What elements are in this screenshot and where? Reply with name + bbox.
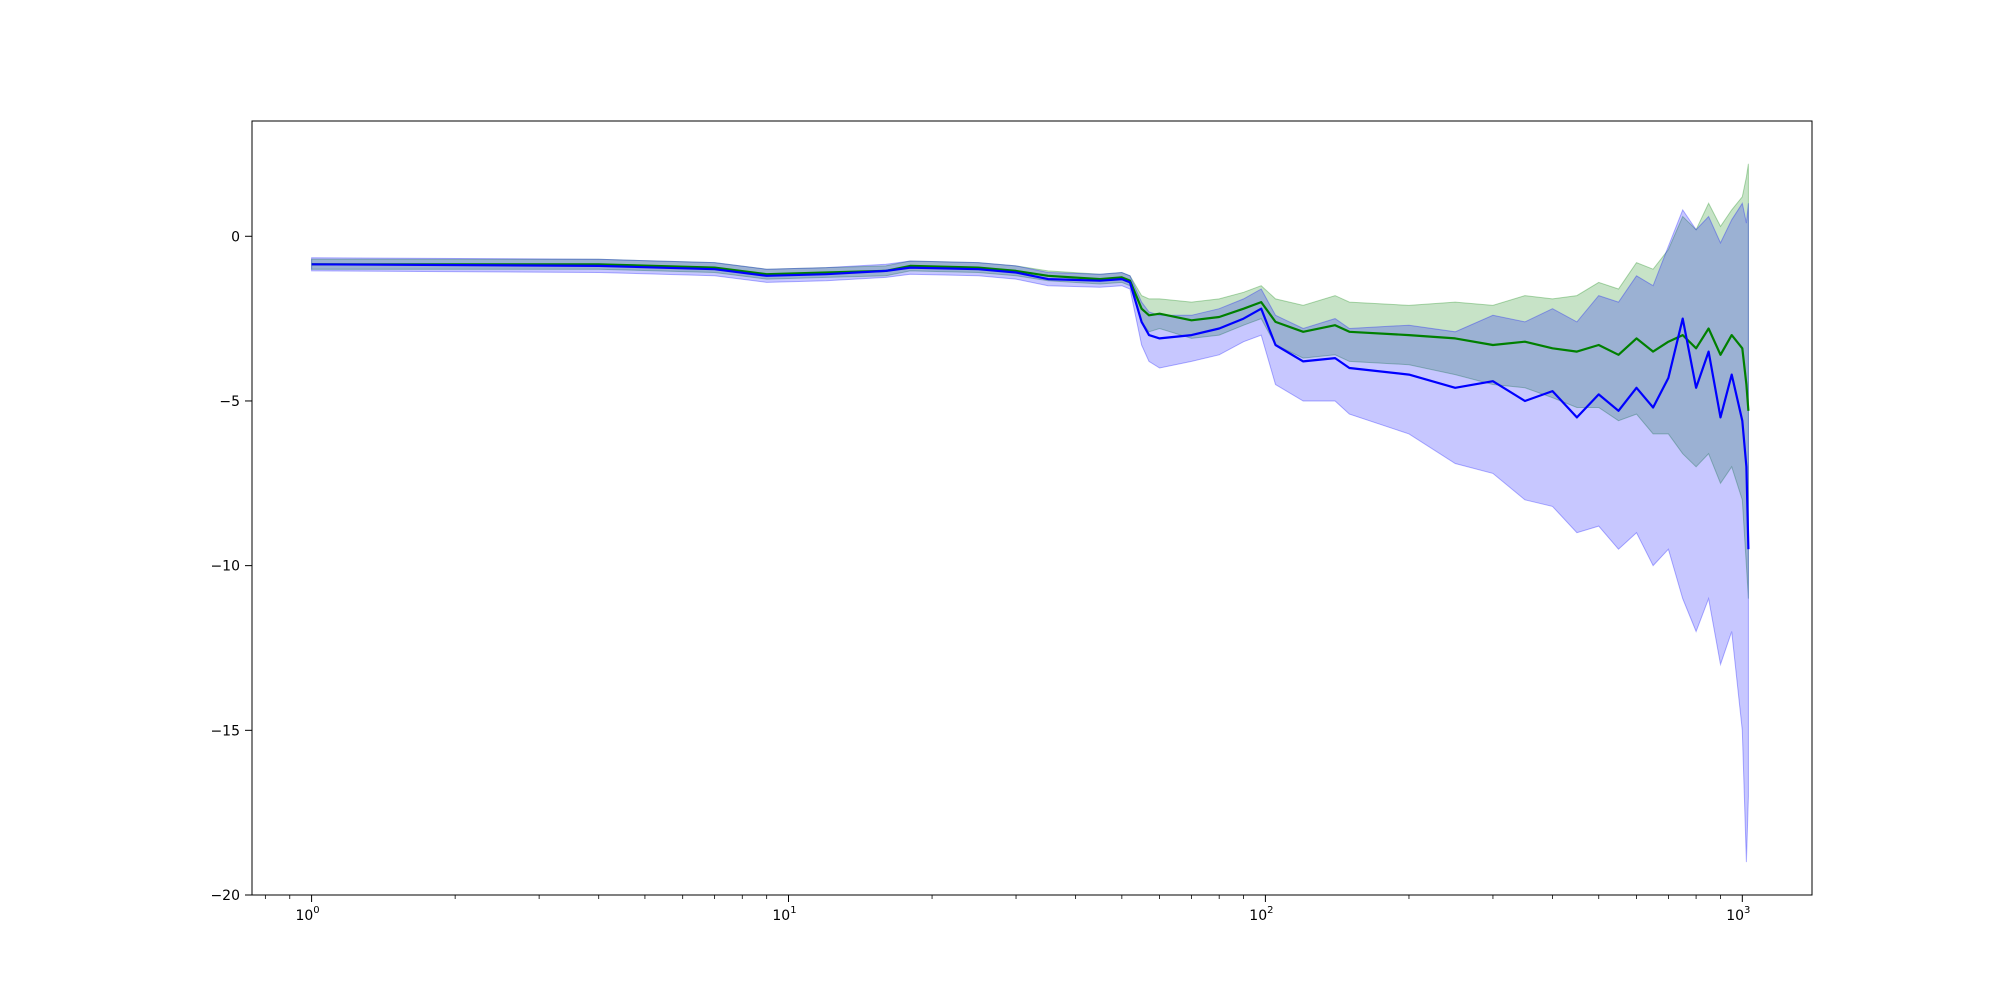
y-tick-label-1: −5 — [219, 394, 240, 410]
y-tick-label-2: −10 — [210, 559, 240, 575]
x-tick-label-0: 100 — [295, 905, 319, 924]
band-series-1 — [311, 201, 1749, 863]
series-lines — [311, 263, 1750, 550]
x-tick-label-2: 102 — [1249, 905, 1273, 924]
y-axis: 0 −5 −10 −15 −20 — [210, 229, 252, 904]
y-tick-label-0: 0 — [231, 229, 240, 245]
confidence-bands — [311, 163, 1749, 863]
plot-frame — [251, 120, 1813, 896]
y-tick-label-4: −20 — [210, 888, 240, 904]
line-series-1 — [311, 263, 1750, 550]
line-series-0 — [311, 263, 1750, 411]
y-tick-label-3: −15 — [210, 723, 240, 739]
x-axis: 100 101 102 103 — [264, 895, 1750, 924]
x-tick-label-3: 103 — [1726, 905, 1750, 924]
x-tick-label-1: 101 — [772, 905, 796, 924]
